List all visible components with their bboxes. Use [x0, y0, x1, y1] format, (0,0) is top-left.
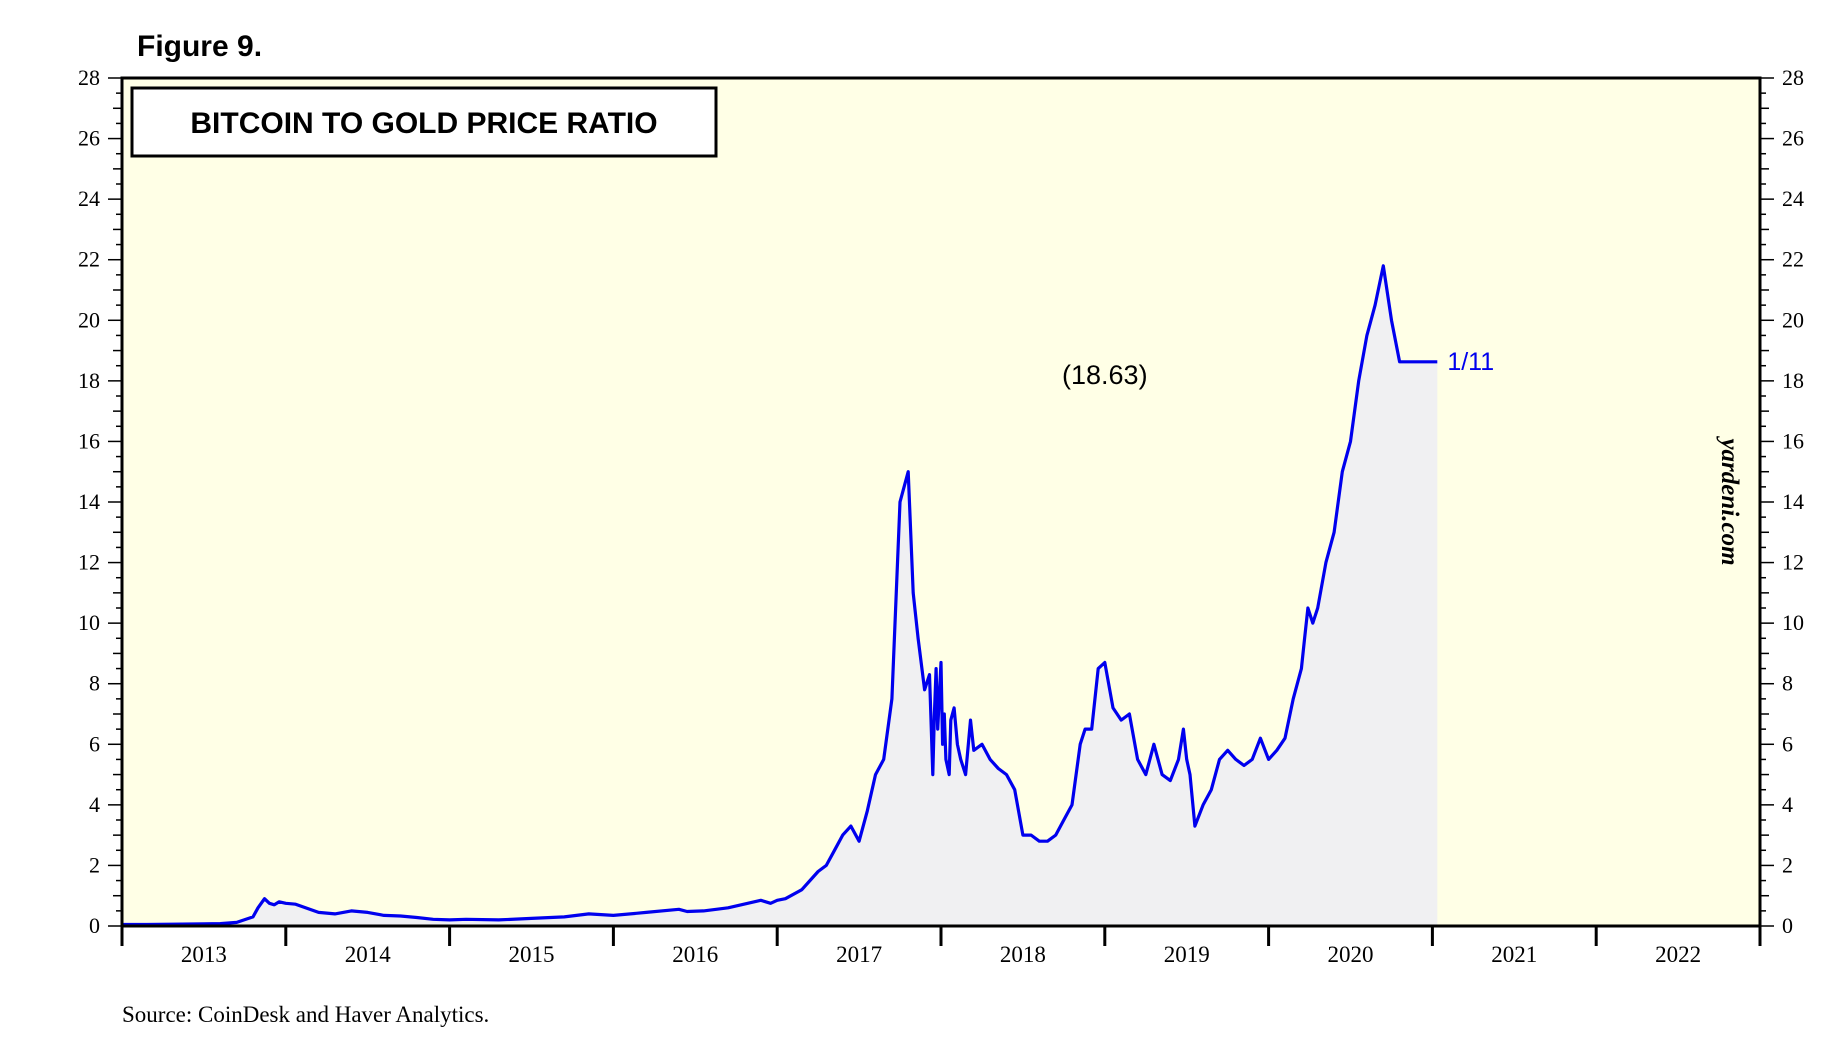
y-tick-label-right: 2 — [1782, 852, 1793, 877]
y-tick-label-left: 14 — [78, 489, 100, 514]
x-axis: 2013 2014 2015 2016 2017 2018 2019 2020 2021 2022 — [120, 926, 1762, 967]
y-tick-label-left: 4 — [89, 792, 100, 817]
y-tick-label-left: 10 — [78, 610, 100, 635]
x-tick-label: 2018 — [1000, 942, 1046, 967]
chart-title-box: BITCOIN TO GOLD PRICE RATIO — [130, 86, 718, 158]
y-tick-label-right: 14 — [1782, 489, 1804, 514]
y-tick-label-left: 8 — [89, 671, 100, 696]
x-tick-label: 2013 — [181, 942, 227, 967]
chart-title-frame — [130, 86, 718, 158]
y-tick-label-right: 24 — [1782, 186, 1804, 211]
y-tick-label-left: 28 — [78, 65, 100, 90]
y-tick-label-right: 8 — [1782, 671, 1793, 696]
end-value-label: 1/11 — [1447, 348, 1494, 376]
y-tick-label-left: 0 — [89, 913, 100, 938]
y-tick-label-left: 16 — [78, 428, 100, 453]
source-note: Source: CoinDesk and Haver Analytics. — [122, 1002, 489, 1027]
watermark: yardeni.com — [1716, 435, 1743, 565]
x-tick-label: 2014 — [345, 942, 392, 967]
y-tick-label-left: 26 — [78, 126, 100, 151]
series-line — [122, 264, 1438, 927]
plot-frame — [120, 76, 1762, 928]
x-tick-label: 2015 — [509, 942, 555, 967]
x-tick-label: 2019 — [1164, 942, 1210, 967]
figure-label: Figure 9. — [137, 30, 262, 63]
y-tick-label-left: 22 — [78, 247, 100, 272]
x-tick-label: 2017 — [836, 942, 882, 967]
y-tick-label-right: 28 — [1782, 65, 1804, 90]
area-fill-layer — [122, 265, 1438, 926]
x-tick-label: 2020 — [1328, 942, 1374, 967]
y-tick-label-right: 4 — [1782, 792, 1793, 817]
x-tick-label: 2016 — [672, 942, 718, 967]
annotation-label: (18.63) — [1062, 360, 1148, 390]
y-tick-label-left: 24 — [78, 186, 100, 211]
chart-title: BITCOIN TO GOLD PRICE RATIO — [190, 107, 657, 140]
y-tick-label-right: 22 — [1782, 247, 1804, 272]
x-tick-label: 2021 — [1491, 942, 1537, 967]
y-tick-label-left: 12 — [78, 550, 100, 575]
series-line-layer — [122, 264, 1438, 927]
y-tick-label-left: 6 — [89, 731, 100, 756]
y-tick-label-left: 18 — [78, 368, 100, 393]
y-tick-label-right: 26 — [1782, 126, 1804, 151]
series-area-fill — [122, 265, 1438, 926]
y-tick-label-right: 6 — [1782, 731, 1793, 756]
y-tick-label-right: 0 — [1782, 913, 1793, 938]
y-tick-label-left: 2 — [89, 852, 100, 877]
y-tick-label-left: 20 — [78, 307, 100, 332]
y-tick-label-right: 18 — [1782, 368, 1804, 393]
y-tick-label-right: 10 — [1782, 610, 1804, 635]
y-tick-label-right: 12 — [1782, 550, 1804, 575]
y-tick-label-right: 20 — [1782, 307, 1804, 332]
x-tick-label: 2022 — [1655, 942, 1701, 967]
y-tick-label-right: 16 — [1782, 428, 1804, 453]
